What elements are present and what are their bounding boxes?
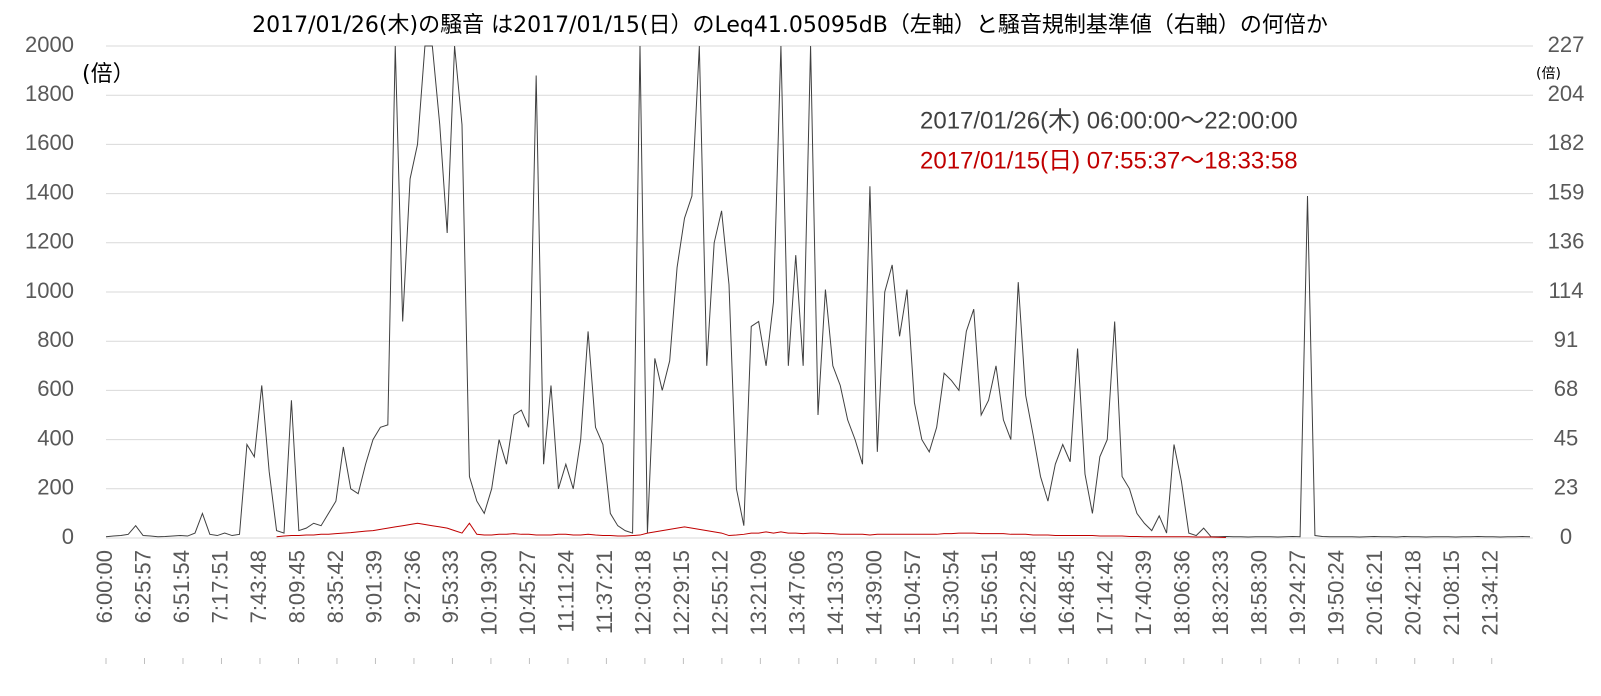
y2-tick-label: 204 — [1548, 81, 1585, 106]
y-tick-label: 1600 — [25, 130, 74, 155]
y-tick-label: 2000 — [25, 32, 74, 57]
x-tick-label: 12:29:15 — [669, 550, 694, 636]
y-tick-label: 400 — [37, 425, 74, 450]
series-line — [276, 522, 1226, 539]
x-tick-label: 18:32:33 — [1208, 550, 1233, 636]
x-tick-label: 11:37:21 — [592, 550, 617, 634]
y2-tick-label: 114 — [1548, 278, 1583, 303]
x-tick-label: 15:04:57 — [900, 550, 925, 636]
x-tick-label: 10:19:30 — [477, 550, 502, 636]
y2-tick-label: 68 — [1554, 376, 1578, 401]
x-tick-label: 13:21:09 — [746, 550, 771, 636]
y-tick-label: 1200 — [25, 229, 74, 254]
x-tick-label: 8:09:45 — [284, 550, 309, 623]
y-tick-label: 600 — [37, 376, 74, 401]
x-tick-label: 17:40:39 — [1131, 550, 1156, 636]
y2-tick-label: 182 — [1548, 130, 1585, 155]
x-tick-label: 17:14:42 — [1093, 550, 1118, 636]
chart-title: 2017/01/26(木)の騒音 は2017/01/15(日）のLeq41.05… — [252, 13, 1328, 38]
x-tick-label: 9:53:33 — [438, 550, 463, 623]
y2-tick-label: 136 — [1548, 229, 1585, 254]
y-tick-label: 0 — [62, 524, 74, 549]
y2-tick-label: 91 — [1554, 327, 1578, 352]
y-tick-label: 1400 — [25, 179, 74, 204]
y-tick-label: 800 — [37, 327, 74, 352]
x-tick-label: 21:08:15 — [1439, 550, 1464, 636]
x-tick-label: 14:39:00 — [862, 550, 887, 636]
x-tick-label: 11:11:24 — [554, 550, 579, 632]
y-axis-label: (倍） — [82, 62, 135, 87]
y-tick-label: 200 — [37, 475, 74, 500]
x-tick-label: 13:47:06 — [785, 550, 810, 636]
legend-label: 2017/01/26(木) 06:00:00〜22:00:00 — [920, 107, 1298, 134]
y-tick-label: 1800 — [25, 81, 74, 106]
x-tick-label: 10:45:27 — [515, 550, 540, 636]
y2-tick-label: 45 — [1554, 425, 1578, 450]
y-tick-label: 1000 — [25, 278, 74, 303]
x-tick-label: 6:25:57 — [130, 550, 155, 623]
series-line — [105, 45, 1531, 538]
x-tick-label: 9:27:36 — [400, 550, 425, 623]
x-tick-label: 15:30:54 — [939, 550, 964, 636]
x-tick-label: 12:03:18 — [631, 550, 656, 636]
x-tick-label: 16:22:48 — [1016, 550, 1041, 636]
x-tick-label: 19:24:27 — [1285, 550, 1310, 636]
x-tick-label: 8:35:42 — [323, 550, 348, 623]
x-tick-label: 16:48:45 — [1054, 550, 1079, 636]
x-tick-label: 14:13:03 — [823, 550, 848, 636]
y2-tick-label: 23 — [1554, 475, 1578, 500]
y2-tick-label: 0 — [1560, 524, 1572, 549]
x-tick-label: 7:43:48 — [246, 550, 271, 623]
x-tick-label: 6:00:00 — [92, 550, 117, 623]
x-tick-label: 18:06:36 — [1170, 550, 1195, 636]
x-tick-label: 18:58:30 — [1247, 550, 1272, 636]
y2-tick-label: 159 — [1548, 179, 1585, 204]
x-tick-label: 19:50:24 — [1324, 550, 1349, 636]
x-tick-label: 12:55:12 — [708, 550, 733, 636]
y2-tick-label: 227 — [1548, 32, 1585, 57]
legend-label: 2017/01/15(日) 07:55:37〜18:33:58 — [920, 147, 1298, 174]
x-tick-label: 7:17:51 — [207, 550, 232, 623]
y2-axis-label: (倍) — [1536, 66, 1561, 82]
x-tick-label: 21:34:12 — [1478, 550, 1503, 636]
x-tick-label: 20:42:18 — [1401, 550, 1426, 636]
x-tick-label: 15:56:51 — [977, 550, 1002, 636]
x-tick-label: 9:01:39 — [361, 550, 386, 623]
x-tick-label: 6:51:54 — [169, 550, 194, 623]
x-tick-label: 20:16:21 — [1362, 550, 1387, 636]
